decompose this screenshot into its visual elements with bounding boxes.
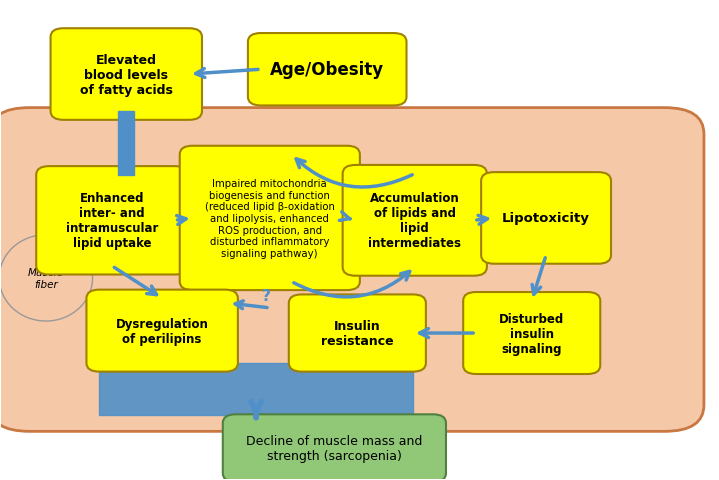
Text: ?: ? xyxy=(262,289,270,304)
FancyBboxPatch shape xyxy=(463,292,600,374)
FancyBboxPatch shape xyxy=(86,290,238,372)
Text: Muscle
fiber: Muscle fiber xyxy=(28,267,64,289)
Text: Insulin
resistance: Insulin resistance xyxy=(321,319,394,348)
FancyBboxPatch shape xyxy=(50,29,202,120)
Ellipse shape xyxy=(0,235,93,322)
FancyBboxPatch shape xyxy=(481,173,611,264)
Text: Enhanced
inter- and
intramuscular
lipid uptake: Enhanced inter- and intramuscular lipid … xyxy=(65,192,158,250)
FancyBboxPatch shape xyxy=(180,146,360,290)
FancyBboxPatch shape xyxy=(343,166,487,276)
Text: Impaired mitochondria
biogenesis and function
(reduced lipid β-oxidation
and lip: Impaired mitochondria biogenesis and fun… xyxy=(205,179,335,258)
FancyBboxPatch shape xyxy=(289,295,426,372)
Text: Accumulation
of lipids and
lipid
intermediates: Accumulation of lipids and lipid interme… xyxy=(368,192,462,250)
Text: Decline of muscle mass and
strength (sarcopenia): Decline of muscle mass and strength (sar… xyxy=(246,434,423,462)
FancyBboxPatch shape xyxy=(36,167,188,275)
Text: Lipotoxicity: Lipotoxicity xyxy=(502,212,590,225)
Text: Dysregulation
of perilipins: Dysregulation of perilipins xyxy=(116,317,209,345)
FancyBboxPatch shape xyxy=(223,414,446,480)
Bar xyxy=(119,112,134,175)
FancyBboxPatch shape xyxy=(0,108,704,432)
Bar xyxy=(99,363,413,415)
Text: Disturbed
insulin
signaling: Disturbed insulin signaling xyxy=(499,312,564,355)
FancyBboxPatch shape xyxy=(248,34,406,106)
Text: Elevated
blood levels
of fatty acids: Elevated blood levels of fatty acids xyxy=(80,53,173,96)
Text: Age/Obesity: Age/Obesity xyxy=(270,61,384,79)
